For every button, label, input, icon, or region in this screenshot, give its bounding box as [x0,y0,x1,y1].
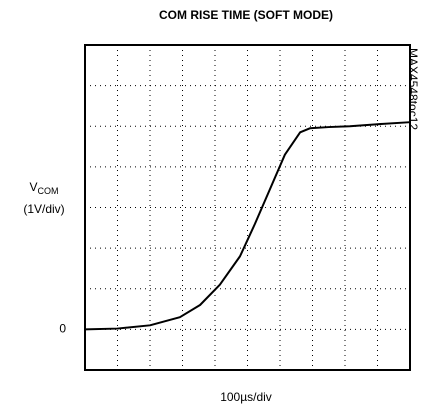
trace [84,121,411,331]
y-label-symbol: V [29,180,37,194]
y-axis-scale: (1V/div) [23,202,64,216]
annotation: MAX4548toc12 [406,48,420,130]
x-axis-label: 100µs/div [220,390,272,404]
y-axis-label: VCOM [29,180,58,196]
plot-frame [84,44,411,371]
y-tick-label: 0 [59,322,66,336]
y-label-subscript: COM [38,186,59,196]
chart-title: COM RISE TIME (SOFT MODE) [159,8,333,22]
